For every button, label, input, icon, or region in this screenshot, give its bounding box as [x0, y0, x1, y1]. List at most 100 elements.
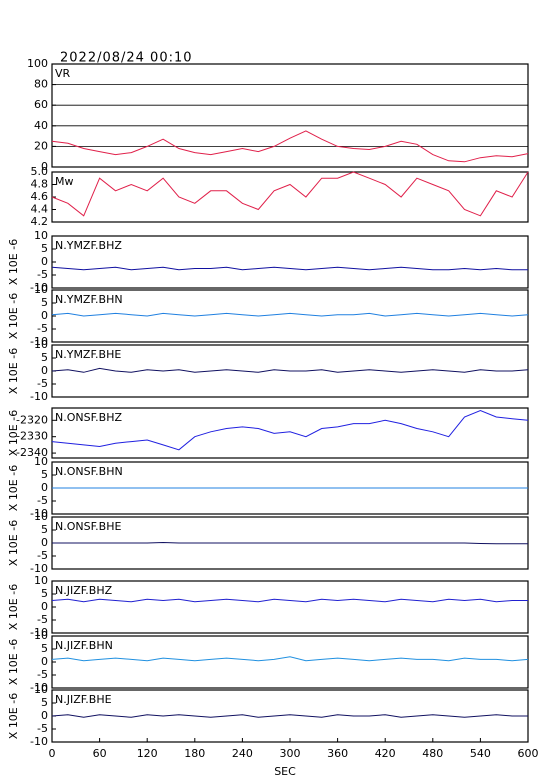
y-tick-label: 0 [41, 309, 48, 322]
y-tick-label: 0 [41, 160, 48, 173]
y-tick-label: -5 [37, 613, 48, 626]
y-tick-label: 5 [41, 696, 48, 709]
y-tick-label: -10 [30, 390, 48, 403]
y-tick-label: 10 [34, 455, 48, 468]
y-tick-label: -5 [37, 268, 48, 281]
y-tick-label: -5 [37, 377, 48, 390]
y-tick-label: -10 [30, 335, 48, 348]
panel-label: N.ONSF.BHZ [55, 411, 122, 424]
trace [51, 714, 528, 718]
x-tick-label: 420 [375, 747, 396, 760]
panel-frame [51, 63, 529, 168]
panel-label: Mw [55, 175, 74, 188]
y-tick-label: -2320 [16, 413, 48, 426]
y-tick-label: 10 [34, 283, 48, 296]
x-tick-label: 60 [93, 747, 107, 760]
y-axis-label: X 10E -6 [7, 584, 20, 630]
y-axis-label: X 10E -6 [7, 348, 20, 394]
y-tick-label: 60 [34, 98, 48, 111]
x-tick-label: 600 [518, 747, 539, 760]
panel-label: N.YMZF.BHE [55, 348, 121, 361]
trace [52, 541, 528, 545]
y-axis-label: X 10E -6 [7, 239, 20, 285]
x-tick-label: 180 [184, 747, 205, 760]
x-tick-label: 540 [470, 747, 491, 760]
y-tick-label: -2340 [16, 446, 48, 459]
trace [51, 171, 529, 217]
y-tick-label: -10 [30, 507, 48, 520]
y-tick-label: -5 [37, 322, 48, 335]
panel-frame [51, 580, 529, 634]
y-tick-label: 5 [41, 587, 48, 600]
y-tick-label: 5 [41, 296, 48, 309]
panel-frame [51, 689, 529, 743]
y-tick-label: 10 [34, 574, 48, 587]
y-tick-label: 10 [34, 338, 48, 351]
y-axis-label: X 10E -6 [7, 465, 20, 511]
x-tick-label: 360 [327, 747, 348, 760]
y-tick-label: 0 [41, 255, 48, 268]
trace [51, 367, 529, 373]
y-tick-label: 10 [34, 229, 48, 242]
y-tick-label: 5 [41, 242, 48, 255]
y-tick-label: -10 [30, 281, 48, 294]
panel-label: N.JIZF.BHE [55, 693, 112, 706]
trace [51, 656, 529, 662]
y-tick-label: 5.0 [31, 165, 49, 178]
panel-label: VR [55, 67, 71, 80]
y-tick-label: -2330 [16, 430, 48, 443]
panel-label: N.ONSF.BHE [55, 520, 121, 533]
y-tick-label: 4.8 [31, 178, 49, 191]
panel-frame [51, 407, 529, 459]
y-axis-label: X 10E -6 [7, 639, 20, 685]
y-tick-label: -10 [30, 735, 48, 748]
y-tick-label: 0 [41, 709, 48, 722]
trace [51, 409, 529, 451]
y-tick-label: 5 [41, 642, 48, 655]
trace [51, 598, 528, 603]
y-axis-label: X 10E -6 [7, 693, 20, 739]
y-tick-label: 5 [41, 351, 48, 364]
y-tick-label: 0 [41, 600, 48, 613]
y-tick-label: 4.2 [31, 215, 49, 228]
y-axis-label: X 10E -6 [7, 410, 20, 456]
y-tick-label: -5 [37, 549, 48, 562]
x-tick-label: 240 [232, 747, 253, 760]
trace [51, 312, 529, 317]
panel-frame [51, 635, 529, 689]
x-tick-label: 120 [137, 747, 158, 760]
y-tick-label: -10 [30, 681, 48, 694]
y-tick-label: -5 [37, 494, 48, 507]
panel-label: N.JIZF.BHN [55, 639, 113, 652]
y-tick-label: 0 [41, 655, 48, 668]
y-tick-label: 4.4 [31, 203, 49, 216]
y-tick-label: 0 [41, 536, 48, 549]
y-tick-label: -10 [30, 626, 48, 639]
y-tick-label: 5 [41, 523, 48, 536]
y-tick-label: 40 [34, 119, 48, 132]
y-tick-label: 10 [34, 683, 48, 696]
trace [51, 130, 529, 163]
panel-label: N.ONSF.BHN [55, 465, 123, 478]
y-tick-label: 0 [41, 481, 48, 494]
y-tick-label: -5 [37, 722, 48, 735]
panel-label: N.YMZF.BHZ [55, 239, 122, 252]
y-tick-label: 100 [27, 57, 48, 70]
y-tick-label: 80 [34, 78, 48, 91]
y-axis-label: X 10E -6 [7, 520, 20, 566]
y-tick-label: 4.6 [31, 190, 49, 203]
y-tick-label: 0 [41, 364, 48, 377]
panel-frame [51, 235, 529, 289]
y-tick-label: 20 [34, 139, 48, 152]
y-tick-label: -5 [37, 668, 48, 681]
x-tick-label: 300 [280, 747, 301, 760]
x-tick-label: 0 [49, 747, 56, 760]
y-axis-label: X 10E -6 [7, 293, 20, 339]
panel-frame [51, 289, 529, 343]
x-tick-label: 480 [422, 747, 443, 760]
y-tick-label: 10 [34, 629, 48, 642]
y-tick-label: 10 [34, 510, 48, 523]
x-axis-label: SEC [274, 765, 296, 778]
panel-label: N.YMZF.BHN [55, 293, 123, 306]
